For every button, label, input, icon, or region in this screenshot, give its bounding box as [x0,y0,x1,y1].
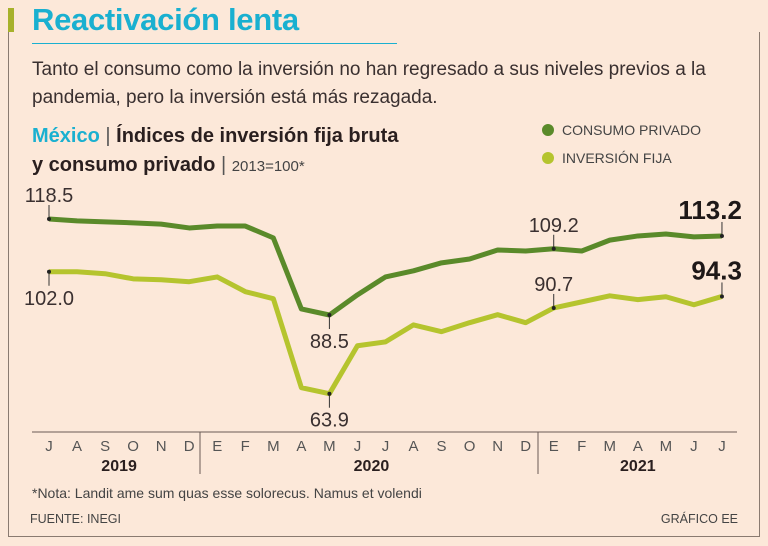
legend-item-inversion: INVERSIÓN FIJA [542,150,672,166]
source-label: FUENTE: INEGI [30,512,121,526]
x-tick-label: E [548,438,559,455]
x-tick-label: A [296,438,307,455]
x-tick-label: S [100,438,111,455]
data-label: 90.7 [534,274,573,296]
data-label: 88.5 [310,331,349,353]
x-tick-label: O [127,438,139,455]
title-underline [32,43,397,44]
annotation-dot [327,313,332,317]
title-separator: | [105,125,111,147]
annotation-dot [47,217,51,221]
x-tick-label: M [323,438,336,455]
annotation-dot [47,269,51,274]
data-label: 113.2 [678,195,742,225]
legend-label: CONSUMO PRIVADO [562,122,701,138]
data-label: 94.3 [691,255,742,285]
x-tick-label: J [353,438,362,455]
x-tick-label: J [690,438,698,455]
data-label: 63.9 [310,410,349,432]
annotation-dot [719,233,724,238]
x-tick-label: A [408,438,419,455]
x-tick-label: J [718,438,726,455]
x-tick-label: S [436,438,447,455]
chart-title: México | Índices de inversión fija bruta… [32,122,398,181]
year-label: 2020 [353,458,390,475]
page-title: Reactivación lenta [32,2,299,37]
legend-label: INVERSIÓN FIJA [562,150,672,166]
x-tick-label: M [659,438,673,455]
x-tick-label: F [577,438,587,455]
chart-title-line1: Índices de inversión fija bruta [116,125,399,147]
chart-title-line2: y consumo privado [32,154,216,176]
data-label: 109.2 [529,215,579,237]
x-tick-label: N [492,438,504,455]
title-separator: | [220,154,227,176]
subtitle: Tanto el consumo como la inversión no ha… [32,59,706,108]
x-tick-label: A [632,438,643,455]
footnote: *Nota: Landit ame sum quas esse solorecu… [32,485,422,501]
annotation-dot [551,246,556,251]
year-label: 2019 [101,458,137,475]
x-tick-label: A [72,438,83,455]
data-label: 118.5 [25,185,74,207]
frame-border [8,32,760,537]
x-tick-label: D [183,438,195,455]
annotation-dot [551,305,556,310]
x-tick-label: E [212,438,223,455]
chart-region: México [32,125,100,147]
annotation-dot [719,294,724,299]
credit-label: GRÁFICO EE [660,512,738,526]
chart-base: 2013=100* [231,158,305,175]
legend-dot-icon [542,124,554,136]
year-label: 2021 [620,458,656,475]
series-line-consumo [48,216,723,318]
data-label: 102.0 [24,288,74,310]
annotation-dot [327,391,332,396]
x-tick-label: D [520,438,532,455]
series-line-inversion [49,269,723,397]
title-accent-bar [8,8,14,32]
legend-dot-icon [542,152,554,164]
x-tick-label: J [381,438,390,455]
x-tick-label: M [267,438,280,455]
legend-item-consumo: CONSUMO PRIVADO [542,122,701,138]
x-tick-label: M [603,438,617,455]
x-tick-label: N [155,438,167,455]
x-tick-label: O [463,438,476,455]
x-tick-label: F [240,438,250,455]
x-tick-label: J [45,438,53,455]
